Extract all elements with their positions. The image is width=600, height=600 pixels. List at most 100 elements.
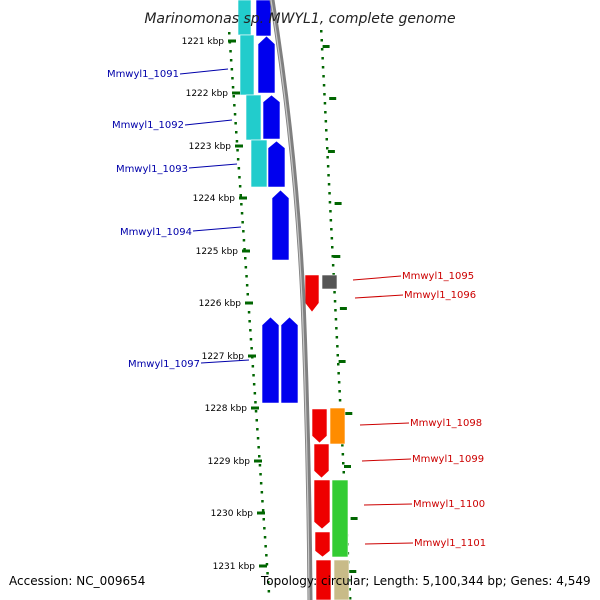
track-dot [235, 131, 238, 134]
gene-label[interactable]: Mmwyl1_1096 [404, 290, 476, 301]
track-dot [249, 329, 252, 332]
gene-label-leader [359, 422, 410, 426]
track-dot [338, 399, 342, 402]
track-dot [239, 194, 242, 197]
track-dot [258, 455, 261, 458]
gene-label-leader [184, 119, 233, 126]
track-dot [230, 68, 234, 71]
track-dot [236, 149, 239, 152]
track-dot [233, 104, 236, 107]
tick-label: 1228 kbp [205, 404, 248, 414]
track-dot [326, 165, 330, 168]
track-dot [342, 462, 345, 465]
tick-label: 1224 kbp [193, 194, 236, 204]
gene-label[interactable]: Mmwyl1_1094 [120, 227, 192, 238]
track-dot [332, 273, 335, 276]
track-dot [234, 122, 237, 125]
gene-label[interactable]: Mmwyl1_1095 [402, 271, 474, 282]
track-dot [341, 453, 345, 456]
gene-mmwyl1-1090 [255, 0, 272, 37]
track-dot [249, 338, 253, 341]
gene-label[interactable]: Mmwyl1_1098 [410, 418, 482, 429]
tick-label: 1230 kbp [211, 509, 254, 519]
track-dot [323, 93, 326, 96]
gene-label-leader [179, 68, 229, 75]
gene-labels: Mmwyl1_1091 Mmwyl1_1092 Mmwyl1_1093 Mmwyl1_… [107, 68, 486, 549]
track-dot [341, 444, 344, 447]
green-feature [331, 479, 349, 558]
map-title: Marinomonas sp. MWYL1, complete genome [144, 11, 455, 27]
gene-label[interactable]: Mmwyl1_1100 [413, 499, 485, 510]
track-dot [323, 102, 327, 105]
track-dot [336, 354, 339, 357]
track-dot [258, 464, 262, 467]
inner-tick-mark [254, 459, 262, 463]
outer-tick-mark [334, 202, 342, 205]
track-dot [240, 212, 244, 215]
track-dot [254, 401, 257, 404]
track-dot [246, 293, 249, 296]
gene-mmwyl1-1099 [313, 443, 330, 479]
track-dot [342, 471, 345, 474]
track-dot [261, 509, 265, 512]
track-dot [231, 86, 235, 89]
tick-label: 1222 kbp [186, 89, 229, 99]
track-dot [256, 437, 260, 440]
track-dot [325, 129, 328, 132]
tick-label: 1221 kbp [182, 37, 225, 47]
track-dot [324, 111, 327, 114]
track-dot [228, 32, 231, 35]
inner-tick-mark [259, 564, 267, 568]
inner-tick-mark [242, 249, 250, 253]
track-dot [326, 156, 329, 159]
track-dot [241, 221, 244, 224]
track-dot [245, 275, 248, 278]
tan-feature [333, 559, 350, 600]
gene-label[interactable]: Mmwyl1_1092 [112, 120, 184, 131]
gene-mmwyl1-1096 [321, 274, 338, 290]
gene-label[interactable]: Mmwyl1_1091 [107, 69, 179, 80]
track-dot [334, 318, 338, 321]
gene-mmwyl1-1093 [267, 140, 286, 188]
track-dot [326, 147, 329, 150]
outer-tick-mark [327, 150, 335, 153]
gene-mmwyl1-1092 [262, 94, 281, 140]
track-dot [348, 597, 352, 600]
inner-tick-mark [228, 39, 236, 43]
outer-tick-mark [345, 412, 353, 415]
gene-label[interactable]: Mmwyl1_1093 [116, 164, 188, 175]
track-dot [240, 203, 243, 206]
track-dot [259, 482, 263, 485]
track-dot [250, 347, 253, 350]
track-dot [333, 300, 337, 303]
track-dot [231, 77, 234, 80]
track-dot [265, 554, 268, 557]
outer-tick-mark [322, 45, 330, 48]
inner-tick-mark [248, 354, 256, 358]
gene-mmwyl1-1102 [315, 559, 332, 600]
gene-label[interactable]: Mmwyl1_1099 [412, 454, 484, 465]
track-dot [260, 491, 264, 494]
outer-tick-mark [339, 307, 347, 310]
gene-mmwyl1-1094 [271, 189, 290, 261]
outer-tick-mark [350, 517, 358, 520]
track-dot [331, 264, 335, 267]
track-dot [238, 185, 242, 188]
track-dot [236, 158, 240, 161]
track-dot [229, 59, 233, 62]
track-dot [338, 390, 341, 393]
inner-tick-mark [239, 196, 247, 200]
track-dot [330, 228, 333, 231]
tick-label: 1231 kbp [213, 562, 256, 572]
inner-tick-mark [251, 406, 259, 410]
track-dot [321, 66, 325, 69]
gene-label[interactable]: Mmwyl1_1101 [414, 538, 486, 549]
track-dot [264, 545, 267, 548]
track-dot [331, 246, 334, 249]
gene-label[interactable]: Mmwyl1_1097 [128, 359, 200, 370]
track-dot [248, 320, 251, 323]
track-dot [325, 138, 328, 141]
track-dot [242, 230, 245, 233]
gene-label-leader [352, 275, 402, 281]
track-dot [337, 363, 340, 366]
